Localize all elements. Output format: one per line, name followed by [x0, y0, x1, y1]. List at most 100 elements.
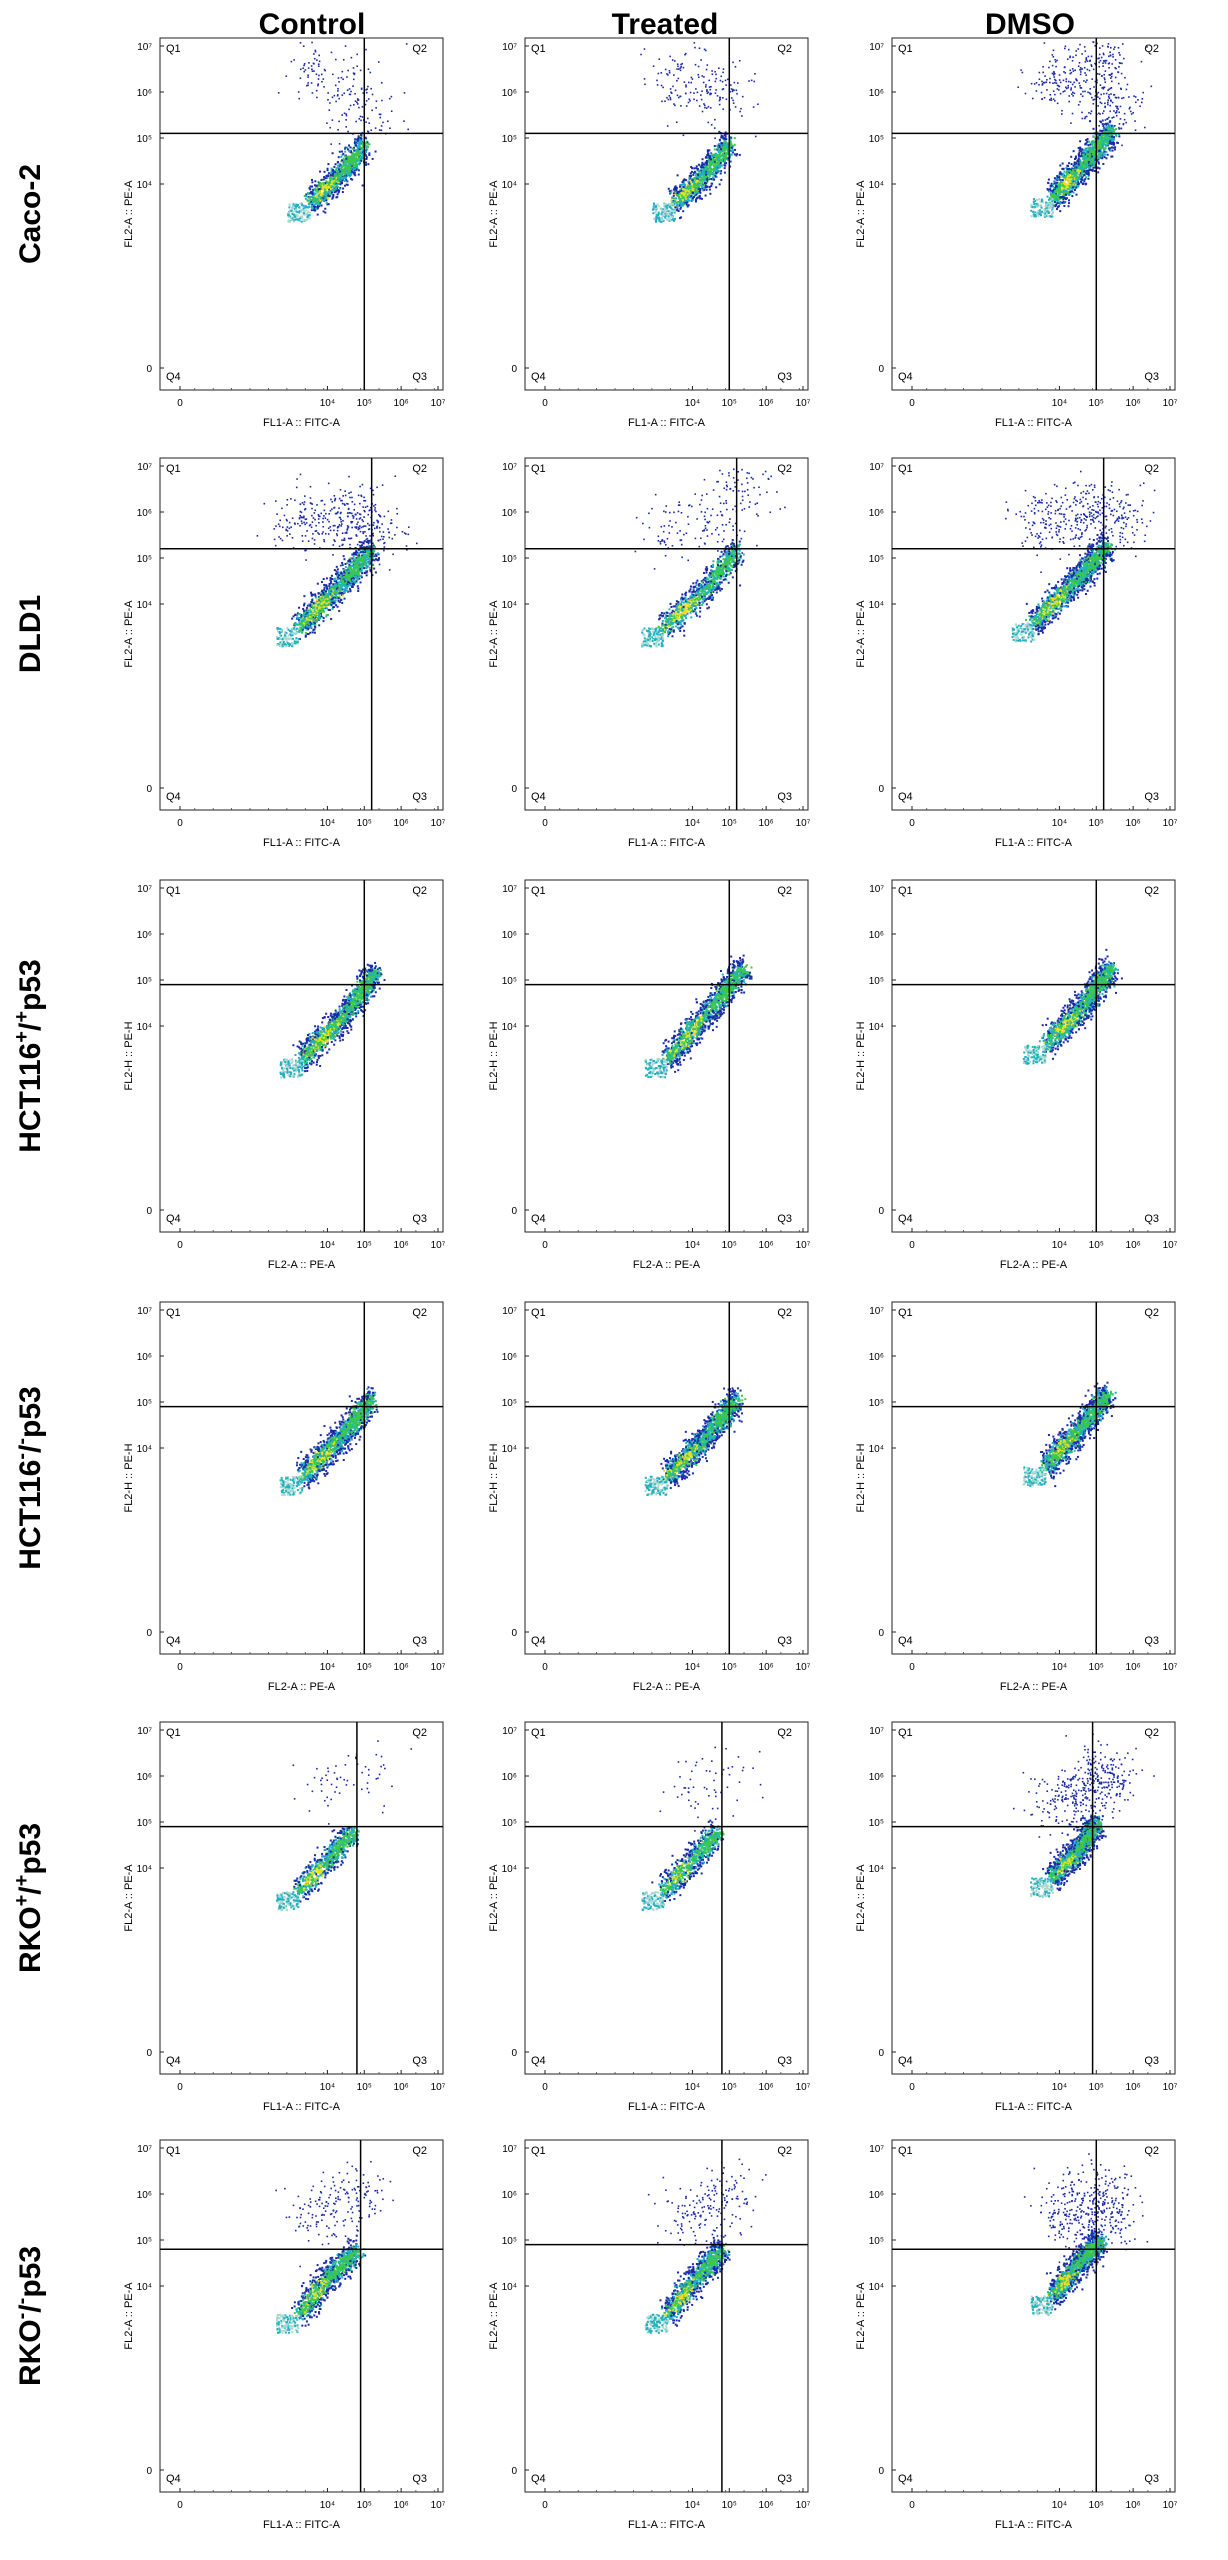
data-point: [1144, 127, 1146, 129]
data-point: [311, 179, 313, 181]
data-point: [701, 198, 703, 200]
data-point: [327, 168, 329, 170]
data-point: [1114, 46, 1116, 48]
data-point: [1082, 95, 1084, 97]
data-point: [341, 151, 343, 153]
data-point: [692, 174, 694, 176]
data-point: [1102, 125, 1104, 127]
data-point: [1105, 62, 1107, 64]
data-point: [704, 169, 706, 171]
data-point: [1124, 113, 1126, 115]
data-point: [1062, 91, 1064, 93]
x-tick-label: 0: [542, 398, 548, 409]
data-point: [1111, 63, 1113, 65]
data-point: [1063, 205, 1065, 207]
data-point: [342, 71, 344, 73]
data-point: [677, 174, 679, 176]
data-point: [676, 192, 678, 194]
data-point: [1109, 51, 1111, 53]
row-label-sup: +: [11, 1895, 33, 1907]
scatter-panels: 010⁴10⁵10⁶10⁷0 10⁴ 10⁵ 10⁶ 10⁷FL1-A :: FITC-…: [123, 38, 1178, 2531]
data-point: [1060, 173, 1062, 175]
data-point: [1080, 69, 1082, 71]
data-point: [1086, 160, 1088, 162]
data-point: [720, 80, 722, 82]
data-point: [679, 198, 681, 200]
data-point: [1052, 82, 1054, 84]
data-point: [669, 205, 671, 207]
data-point: [706, 178, 708, 180]
data-point: [359, 541, 361, 543]
data-point: [1105, 70, 1107, 72]
data-point: [697, 92, 699, 94]
data-point: [748, 80, 750, 82]
data-point: [696, 176, 698, 178]
data-point: [667, 125, 669, 127]
data-point: [362, 155, 364, 157]
data-point: [704, 165, 706, 167]
data-point: [1099, 130, 1101, 132]
data-point: [703, 103, 705, 105]
data-point: [324, 70, 326, 72]
data-point: [368, 143, 370, 145]
data-point: [310, 185, 312, 187]
data-point: [701, 171, 703, 173]
data-point: [1061, 113, 1063, 115]
data-point: [702, 176, 704, 178]
data-point: [1055, 66, 1057, 68]
data-point: [1051, 213, 1053, 215]
data-point: [379, 117, 381, 119]
data-point: [1068, 168, 1070, 170]
data-point: [362, 106, 364, 108]
data-point: [293, 59, 295, 61]
data-point: [1123, 58, 1125, 60]
data-point: [1075, 174, 1077, 176]
data-point: [325, 193, 327, 195]
data-point: [653, 218, 655, 220]
data-point: [1070, 81, 1072, 83]
data-point: [1104, 123, 1106, 125]
data-point: [366, 100, 368, 102]
data-point: [365, 162, 367, 164]
data-point: [666, 73, 668, 75]
data-point: [703, 76, 705, 78]
data-point: [695, 88, 697, 90]
data-point: [1067, 178, 1069, 180]
data-point: [1100, 60, 1102, 62]
data-point: [1059, 196, 1061, 198]
data-point: [391, 96, 393, 98]
data-point: [698, 183, 700, 185]
data-point: [324, 192, 326, 194]
data-point: [684, 81, 686, 83]
data-point: [663, 211, 665, 213]
data-point: [704, 49, 706, 51]
data-point: [1092, 152, 1094, 154]
data-point: [658, 212, 660, 214]
data-point: [1064, 67, 1066, 69]
data-point: [706, 107, 708, 109]
data-point: [1105, 124, 1107, 126]
data-point: [1033, 198, 1035, 200]
data-point: [360, 70, 362, 72]
data-point: [1081, 53, 1083, 55]
data-point: [719, 104, 721, 106]
data-point: [319, 188, 321, 190]
data-point: [734, 82, 736, 84]
data-point: [1044, 97, 1046, 99]
data-point: [1053, 72, 1055, 74]
data-point: [665, 203, 667, 205]
data-point: [334, 95, 336, 97]
data-point: [324, 212, 326, 214]
data-point: [317, 186, 319, 188]
data-point: [311, 65, 313, 67]
data-point: [1036, 82, 1038, 84]
data-point: [1041, 98, 1043, 100]
data-point: [658, 217, 660, 219]
quadrant-label-q1: Q1: [166, 43, 181, 55]
data-point: [338, 121, 340, 123]
x-tick-label: 0: [177, 398, 183, 409]
data-point: [705, 86, 707, 88]
data-point: [1109, 137, 1111, 139]
quadrant-label-q3: Q3: [1144, 371, 1159, 383]
x-tick-label: 10⁶: [394, 818, 409, 829]
